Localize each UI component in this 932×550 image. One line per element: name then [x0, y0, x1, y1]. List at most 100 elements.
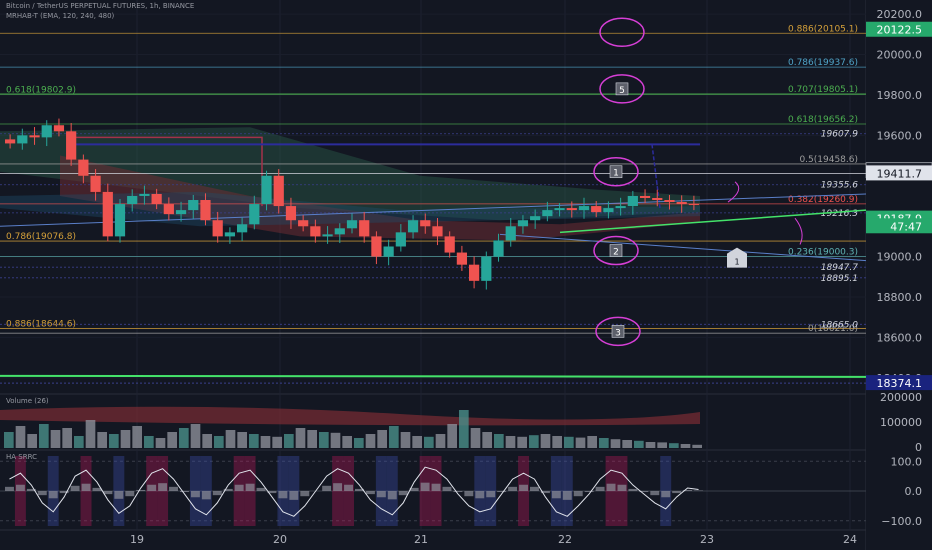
candle-body: [151, 193, 162, 205]
candle-body: [481, 256, 492, 281]
volume-tick-label: 0: [915, 441, 922, 454]
candle: [395, 224, 406, 252]
candle: [383, 239, 394, 266]
candle-body: [102, 191, 113, 237]
candle-body: [29, 135, 40, 138]
price-tick-label: 18600.0: [877, 331, 923, 344]
candle-body: [676, 202, 687, 205]
x-tick-label: 22: [558, 533, 572, 546]
candle-body: [395, 232, 406, 247]
osc-bar: [26, 488, 36, 491]
price-label-box: [866, 165, 932, 181]
volume-bar: [4, 432, 14, 448]
osc-bar: [81, 483, 91, 491]
candle: [469, 256, 480, 289]
volume-tick-label: 200000: [880, 391, 922, 404]
level-label: 18947.7: [821, 263, 858, 273]
fib-label: 0.886(20105.1): [788, 24, 858, 34]
osc-bar: [683, 489, 693, 491]
volume-bar: [179, 428, 189, 448]
level-label: 18665.0: [821, 320, 858, 330]
candle: [481, 251, 492, 290]
osc-bar: [234, 484, 244, 491]
candle-body: [542, 210, 553, 217]
osc-bar: [650, 491, 660, 496]
volume-bar: [517, 436, 527, 448]
osc-bar: [464, 491, 474, 497]
wave-circle: 2: [593, 235, 639, 266]
fib-label: 0.707(19805.1): [788, 85, 858, 95]
volume-bar: [85, 420, 96, 448]
price-tick-label: 18800.0: [877, 291, 923, 304]
osc-bar: [125, 491, 135, 497]
candle: [17, 128, 28, 150]
osc-bar: [398, 491, 408, 496]
ema-cloud-red: [60, 155, 700, 241]
candle: [432, 217, 443, 246]
candle-body: [17, 135, 28, 144]
volume-pane-label: Volume (26): [6, 397, 49, 405]
volume-bar: [354, 438, 364, 448]
price-tick-label: 19600.0: [877, 129, 923, 142]
candle-body: [578, 206, 590, 211]
wave-circle-ring: [593, 156, 639, 187]
x-tick-label: 24: [843, 533, 857, 546]
candle: [273, 169, 284, 214]
level-label: 19355.6: [821, 181, 858, 191]
candle-body: [237, 224, 248, 233]
candle: [151, 188, 162, 210]
osc-bar: [540, 491, 550, 494]
volume-bar: [319, 432, 329, 448]
time-axis[interactable]: 19 20 21 22 23 24: [130, 533, 857, 546]
candle-body: [200, 200, 211, 221]
navy-drop-line: [651, 144, 661, 209]
osc-tick-label: −100.0: [881, 515, 922, 528]
trend-drawings: 1: [0, 136, 867, 384]
candle: [615, 197, 626, 216]
wave-circle-ring: [593, 235, 639, 266]
candle: [444, 231, 455, 258]
candle-body: [627, 195, 638, 207]
volume-bar: [447, 424, 457, 448]
wave-circle-ring: [599, 17, 645, 48]
candle: [163, 197, 174, 221]
candle-body: [493, 240, 504, 257]
candle-body: [664, 200, 675, 203]
volume-bar: [27, 434, 37, 448]
volume-bar: [15, 426, 26, 448]
volume-bar: [365, 434, 376, 448]
candle: [310, 219, 321, 243]
volume-bar: [424, 436, 434, 448]
osc-bar: [475, 491, 485, 499]
fib-label: 0.382(19260.9): [788, 195, 858, 205]
osc-bar: [300, 491, 310, 497]
candle: [627, 190, 638, 215]
candle: [664, 194, 675, 210]
down-arrow-curve: [794, 217, 803, 245]
wave-label: 5: [619, 86, 625, 96]
osc-bar: [223, 488, 233, 491]
volume-bar: [552, 436, 562, 448]
osc-bar: [114, 491, 124, 499]
fib-label: 0.618(19802.9): [6, 85, 76, 95]
candle: [139, 185, 150, 205]
candle-body: [407, 220, 419, 233]
volume-bar: [307, 430, 317, 448]
volume-bar: [272, 436, 282, 448]
volume-cloud: [0, 406, 700, 426]
volume-bar: [645, 442, 656, 448]
wave-label: 2: [613, 248, 619, 258]
level-label: 19216.3: [821, 209, 858, 219]
osc-bar: [497, 491, 507, 493]
price-label: 18374.1: [877, 377, 923, 390]
price-axis[interactable]: 20200.0 20000.0 19800.0 19600.0 19000.0 18800…: [865, 0, 932, 550]
candle: [127, 189, 138, 212]
fib-label: 0.786(19076.8): [6, 232, 76, 242]
volume-bar: [284, 434, 294, 448]
volume-bar: [564, 436, 574, 448]
candle: [676, 195, 687, 213]
osc-bar: [59, 491, 69, 494]
osc-bar: [267, 491, 277, 494]
candle-body: [188, 200, 199, 211]
